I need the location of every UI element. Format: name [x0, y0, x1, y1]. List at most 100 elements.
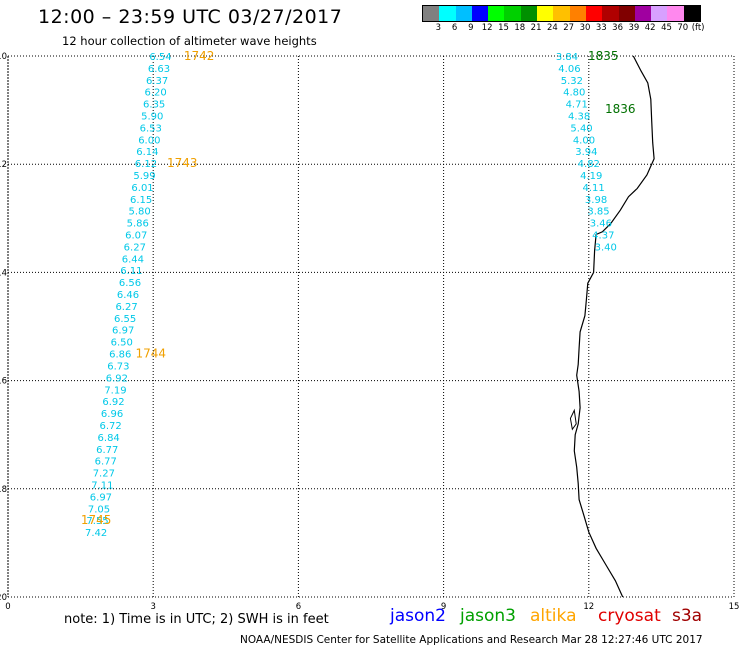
satellite-altika: altika [530, 606, 577, 626]
swh-value: 6.84 [98, 433, 120, 444]
swh-value: 6.63 [148, 64, 170, 75]
color-scale-label: 39 [628, 23, 640, 33]
swh-value: 6.54 [149, 52, 171, 63]
x-tick-label: 12 [583, 602, 594, 612]
time-label: 1745 [81, 513, 112, 527]
x-tick-label: 15 [729, 602, 740, 612]
color-scale-label: 15 [498, 23, 509, 33]
swh-value: 6.44 [122, 254, 144, 265]
swh-value: 3.84 [556, 52, 578, 63]
color-scale-label: 27 [563, 23, 575, 33]
color-swatch [618, 6, 635, 21]
swh-value: 6.27 [115, 302, 137, 313]
color-scale-label: 9 [468, 23, 474, 33]
swh-value: 7.19 [104, 385, 126, 396]
color-scale-label: (ft) [691, 23, 705, 33]
color-scale-label: 33 [595, 23, 607, 33]
color-swatch [651, 6, 668, 21]
swh-value: 6.86 [109, 350, 131, 361]
x-tick-label: 6 [296, 602, 301, 612]
color-scale-label: 18 [514, 23, 526, 33]
y-tick-label: -10 [0, 52, 7, 62]
satellite-s3a: s3a [672, 606, 703, 626]
x-tick-label: 9 [441, 602, 446, 612]
swh-value: 6.77 [96, 445, 118, 456]
swh-value: 6.14 [136, 147, 158, 158]
color-scale-label: 3 [435, 23, 442, 33]
y-tick-label: -14 [0, 268, 7, 278]
swh-value: 4.00 [573, 135, 595, 146]
swh-value: 6.01 [131, 183, 153, 194]
swh-value: 4.80 [563, 88, 585, 99]
swh-value: 5.32 [561, 76, 583, 87]
wave-height-color-scale: 3 6 9 12 15 18 21 24 27 30 33 36 39 42 45 70 (ft) [420, 5, 734, 39]
time-label: 1836 [605, 102, 636, 116]
swh-value: 3.46 [590, 219, 612, 230]
color-swatch [471, 6, 489, 21]
coastline [569, 55, 655, 598]
color-swatch [520, 6, 538, 21]
swh-value: 6.50 [111, 338, 133, 349]
swh-value: 5.86 [127, 219, 149, 230]
footer-credit: NOAA/NESDIS Center for Satellite Applica… [240, 634, 703, 646]
time-label: 1742 [184, 49, 215, 63]
swh-value: 6.15 [130, 195, 152, 206]
swh-value: 4.38 [568, 112, 590, 123]
time-label: 1835 [588, 49, 619, 63]
color-swatch [455, 6, 472, 21]
x-tick-label: 0 [5, 602, 10, 612]
color-scale-label: 24 [546, 23, 558, 33]
color-scale-label: 30 [579, 23, 591, 33]
color-swatch [667, 6, 684, 21]
swh-value: 4.06 [558, 64, 580, 75]
coastal-inlet [569, 408, 577, 431]
time-labels: 1742 1743 1744 1745 1835 1836 [81, 49, 636, 527]
color-swatch [504, 6, 521, 21]
time-label: 1744 [136, 347, 167, 361]
swh-value: 7.42 [85, 528, 107, 539]
satellite-jason2: jason2 [390, 606, 446, 626]
color-swatch [585, 6, 603, 21]
swh-value: 4.11 [583, 183, 605, 194]
color-scale-label: 45 [661, 23, 672, 33]
y-tick-label: -20 [0, 593, 7, 603]
color-swatch [423, 6, 440, 21]
swh-value: 6.72 [99, 421, 121, 432]
coastline-path [573, 55, 655, 598]
color-swatch [569, 6, 586, 21]
color-scale-label: 36 [612, 23, 624, 33]
y-tick-label: -18 [0, 485, 7, 495]
swh-value: 6.56 [119, 278, 141, 289]
swh-value: 6.92 [102, 397, 124, 408]
axis-tick-labels: 0 3 6 9 12 15 -10 -12 -14 -16 -18 -20 [0, 52, 739, 612]
swh-value: 3.85 [587, 207, 609, 218]
color-swatch [439, 6, 456, 21]
swh-value: 6.77 [95, 457, 117, 468]
swh-value: 7.11 [91, 480, 113, 491]
map-subtitle: 12 hour collection of altimeter wave hei… [62, 34, 317, 48]
satellite-cryosat: cryosat [598, 606, 661, 626]
swh-value: 6.12 [135, 159, 157, 170]
color-scale-label: 70 [677, 23, 689, 33]
swh-value: 5.80 [129, 207, 151, 218]
time-label: 1743 [167, 156, 198, 170]
swh-value: 3.94 [575, 147, 597, 158]
color-scale-label: 42 [644, 23, 656, 33]
swh-value: 5.99 [133, 171, 155, 182]
swh-value: 6.46 [117, 290, 139, 301]
swh-value: 6.97 [90, 492, 112, 503]
y-tick-label: -12 [0, 160, 7, 170]
swh-value: 5.90 [141, 112, 163, 123]
units-note: note: 1) Time is in UTC; 2) SWH is in fe… [64, 612, 329, 627]
satellite-jason3: jason3 [460, 606, 516, 626]
swh-value: 4.82 [578, 159, 600, 170]
color-scale-label: 21 [530, 23, 542, 33]
color-swatch [683, 6, 701, 21]
altimeter-tracks: 6.546.636.376.206.355.906.536.006.146.12… [85, 52, 617, 539]
swh-value: 4.19 [580, 171, 602, 182]
swh-value: 6.92 [106, 373, 128, 384]
swh-value: 6.27 [124, 242, 146, 253]
swh-value: 6.07 [125, 231, 147, 242]
swh-value: 4.37 [592, 231, 614, 242]
